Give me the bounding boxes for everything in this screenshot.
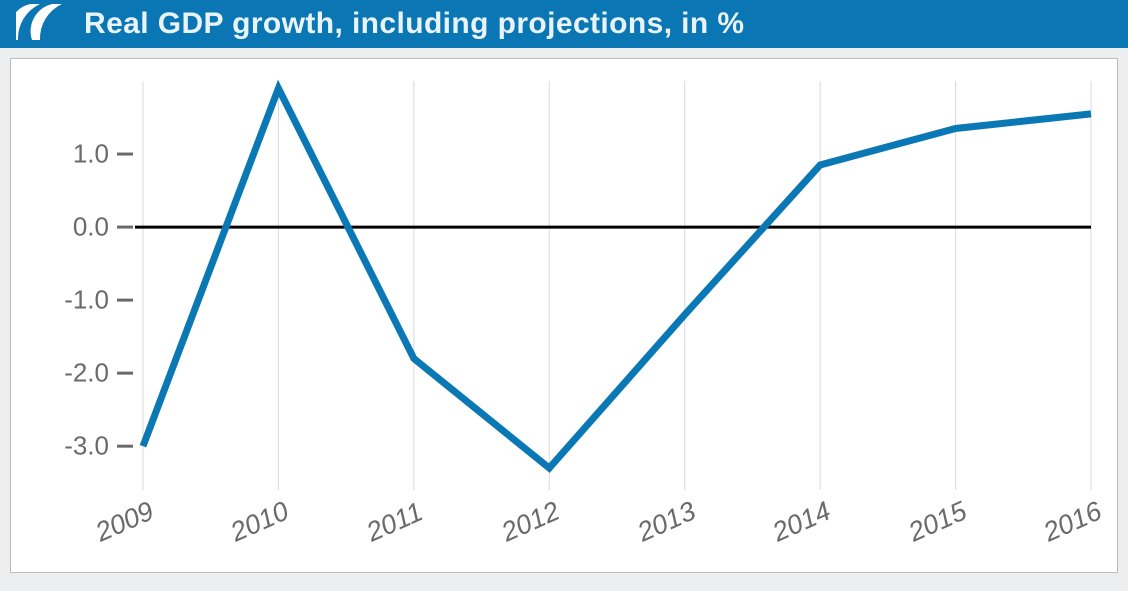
- plot-area: -3.0-2.0-1.00.01.02009201020112012201320…: [10, 58, 1118, 573]
- y-tick-label: -2.0: [11, 358, 109, 389]
- y-tick-label: -3.0: [11, 431, 109, 462]
- chart-title-bar: Real GDP growth, including projections, …: [0, 0, 1128, 48]
- chart-title: Real GDP growth, including projections, …: [84, 7, 744, 41]
- y-tick-label: 0.0: [11, 212, 109, 243]
- y-tick-label: 1.0: [11, 139, 109, 170]
- chart-line: [11, 59, 1117, 572]
- chart-frame: Real GDP growth, including projections, …: [0, 0, 1128, 591]
- logo-icon: [16, 4, 70, 48]
- y-tick-label: -1.0: [11, 285, 109, 316]
